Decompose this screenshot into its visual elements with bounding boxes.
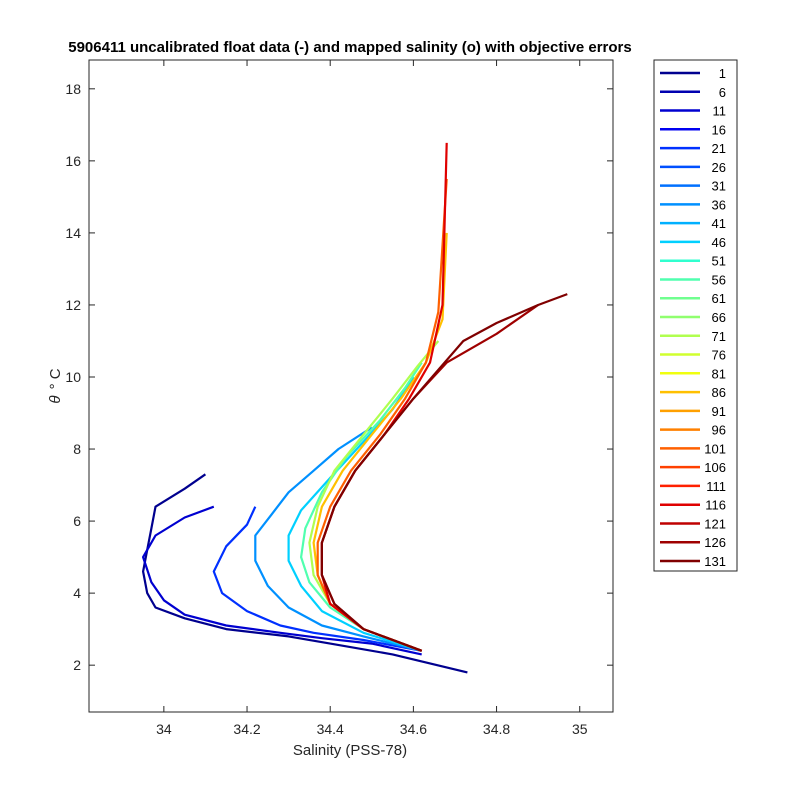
legend: 1611162126313641465156616671768186919610… bbox=[653, 59, 738, 572]
y-tick-label: 4 bbox=[73, 585, 81, 601]
y-tick-label: 14 bbox=[65, 225, 81, 241]
x-tick-label: 35 bbox=[572, 721, 588, 737]
y-tick-label: 2 bbox=[73, 657, 81, 673]
x-tick-label: 34 bbox=[156, 721, 172, 737]
y-axis: 2 4 6 8 10 12 14 16 18 bbox=[65, 81, 613, 673]
legend-label: 11 bbox=[713, 104, 727, 119]
y-tick-label: 6 bbox=[73, 513, 81, 529]
legend-label: 26 bbox=[712, 160, 726, 175]
x-tick-label: 34.4 bbox=[317, 721, 344, 737]
legend-label: 56 bbox=[712, 272, 726, 287]
chart-title: 5906411 uncalibrated float data (-) and … bbox=[68, 39, 631, 56]
legend-label: 1 bbox=[719, 66, 726, 81]
x-tick-label: 34.6 bbox=[400, 721, 427, 737]
series-line-1 bbox=[142, 473, 468, 674]
legend-label: 116 bbox=[705, 498, 726, 513]
series-line-21 bbox=[212, 506, 422, 652]
svg-text:θ° C: θ ° C bbox=[47, 368, 64, 403]
y-axis-label: θ ° C bbox=[47, 368, 64, 403]
legend-label: 101 bbox=[704, 441, 726, 456]
y-axis-symbol: θ bbox=[47, 395, 64, 403]
series-line-56 bbox=[300, 361, 423, 652]
legend-label: 46 bbox=[712, 235, 726, 250]
series-line-46 bbox=[287, 376, 423, 652]
plot-frame bbox=[88, 59, 614, 713]
legend-label: 96 bbox=[712, 423, 726, 438]
x-tick-label: 34.2 bbox=[233, 721, 260, 737]
series-line-36 bbox=[254, 426, 422, 652]
legend-label: 31 bbox=[712, 179, 726, 194]
series-line-131 bbox=[320, 293, 568, 652]
legend-label: 36 bbox=[712, 197, 726, 212]
plot-area bbox=[89, 60, 613, 712]
series-line-11 bbox=[142, 505, 422, 656]
x-axis-label: Salinity (PSS-78) bbox=[293, 742, 407, 759]
legend-label: 41 bbox=[712, 216, 726, 231]
legend-label: 21 bbox=[712, 141, 726, 156]
y-tick-label: 18 bbox=[65, 81, 81, 97]
legend-label: 106 bbox=[704, 460, 726, 475]
legend-label: 61 bbox=[712, 291, 726, 306]
y-tick-label: 10 bbox=[65, 369, 81, 385]
legend-label: 91 bbox=[712, 404, 726, 419]
x-axis: 34 34.2 34.4 34.6 34.8 35 bbox=[156, 60, 588, 737]
series-layer bbox=[142, 142, 568, 674]
legend-label: 66 bbox=[712, 310, 726, 325]
x-tick-label: 34.8 bbox=[483, 721, 510, 737]
legend-label: 71 bbox=[712, 329, 726, 344]
y-axis-unit: ° C bbox=[47, 368, 64, 389]
legend-label: 16 bbox=[712, 122, 726, 137]
legend-label: 81 bbox=[712, 366, 726, 381]
legend-label: 131 bbox=[704, 554, 726, 569]
legend-label: 126 bbox=[704, 535, 726, 550]
legend-label: 121 bbox=[704, 516, 726, 531]
legend-label: 51 bbox=[712, 254, 726, 269]
y-tick-label: 16 bbox=[65, 153, 81, 169]
legend-label: 86 bbox=[712, 385, 726, 400]
legend-label: 6 bbox=[719, 85, 726, 100]
legend-label: 111 bbox=[706, 479, 726, 494]
y-tick-label: 12 bbox=[65, 297, 81, 313]
y-tick-label: 8 bbox=[73, 441, 81, 457]
legend-label: 76 bbox=[712, 348, 726, 363]
